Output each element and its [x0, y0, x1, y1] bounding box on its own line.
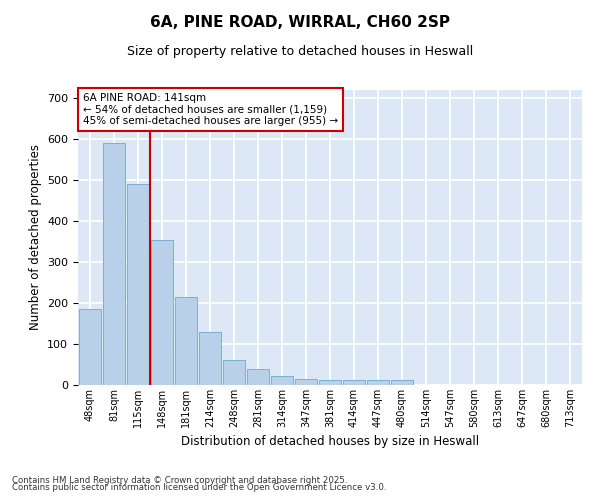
Text: Contains public sector information licensed under the Open Government Licence v3: Contains public sector information licen…: [12, 484, 386, 492]
X-axis label: Distribution of detached houses by size in Heswall: Distribution of detached houses by size …: [181, 436, 479, 448]
Text: 6A PINE ROAD: 141sqm
← 54% of detached houses are smaller (1,159)
45% of semi-de: 6A PINE ROAD: 141sqm ← 54% of detached h…: [83, 93, 338, 126]
Bar: [127, 184, 149, 385]
Text: 6A, PINE ROAD, WIRRAL, CH60 2SP: 6A, PINE ROAD, WIRRAL, CH60 2SP: [150, 15, 450, 30]
Bar: [79, 309, 101, 385]
Bar: [343, 380, 365, 385]
Bar: [199, 332, 221, 385]
Bar: [151, 240, 173, 385]
Bar: [367, 380, 389, 385]
Bar: [319, 380, 341, 385]
Y-axis label: Number of detached properties: Number of detached properties: [29, 144, 41, 330]
Bar: [391, 380, 413, 385]
Bar: [103, 144, 125, 385]
Bar: [247, 370, 269, 385]
Text: Size of property relative to detached houses in Heswall: Size of property relative to detached ho…: [127, 45, 473, 58]
Bar: [295, 379, 317, 385]
Bar: [271, 376, 293, 385]
Text: Contains HM Land Registry data © Crown copyright and database right 2025.: Contains HM Land Registry data © Crown c…: [12, 476, 347, 485]
Bar: [175, 297, 197, 385]
Bar: [223, 360, 245, 385]
